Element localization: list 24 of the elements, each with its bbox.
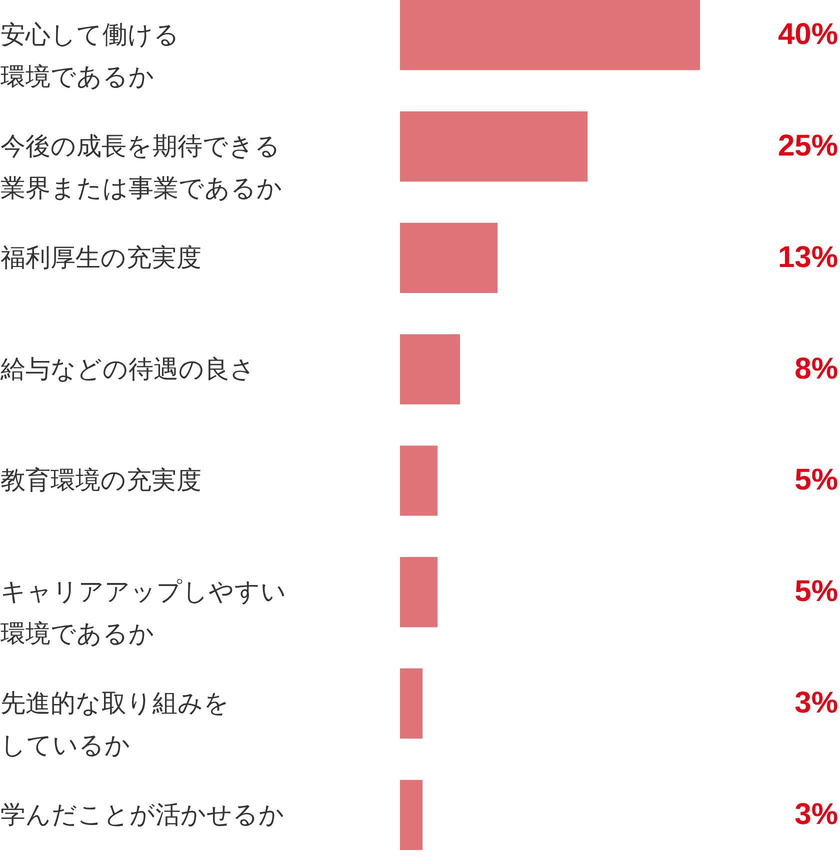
y-tick-label: 安心して働ける環境であるか [0, 21, 180, 92]
y-tick-label: 福利厚生の充実度 [0, 244, 202, 272]
y-tick-label: 学んだことが活かせるか [0, 800, 284, 829]
data-label: 3% [794, 686, 838, 720]
bar [400, 780, 422, 850]
data-label: 3% [794, 798, 838, 831]
bar [400, 222, 498, 293]
data-label: 25% [778, 129, 838, 162]
y-tick-label: 先進的な取り組みをしているか [0, 690, 230, 760]
bar [400, 0, 700, 70]
data-label: 5% [794, 575, 838, 608]
bar [400, 668, 422, 739]
data-label: 13% [778, 240, 838, 274]
bar [400, 446, 438, 516]
y-tick-label: 今後の成長を期待できる業界または事業であるか [0, 132, 282, 202]
y-tick-label: キャリアアップしやすい環境であるか [0, 578, 286, 648]
data-label: 5% [794, 464, 838, 497]
bar [400, 557, 438, 628]
y-tick-label: 教育環境の充実度 [0, 466, 202, 495]
data-label: 8% [794, 352, 838, 386]
data-label: 40% [778, 18, 838, 52]
bar [400, 111, 588, 182]
y-tick-label: 給与などの待遇の良さ [0, 355, 256, 384]
bar [400, 334, 460, 404]
